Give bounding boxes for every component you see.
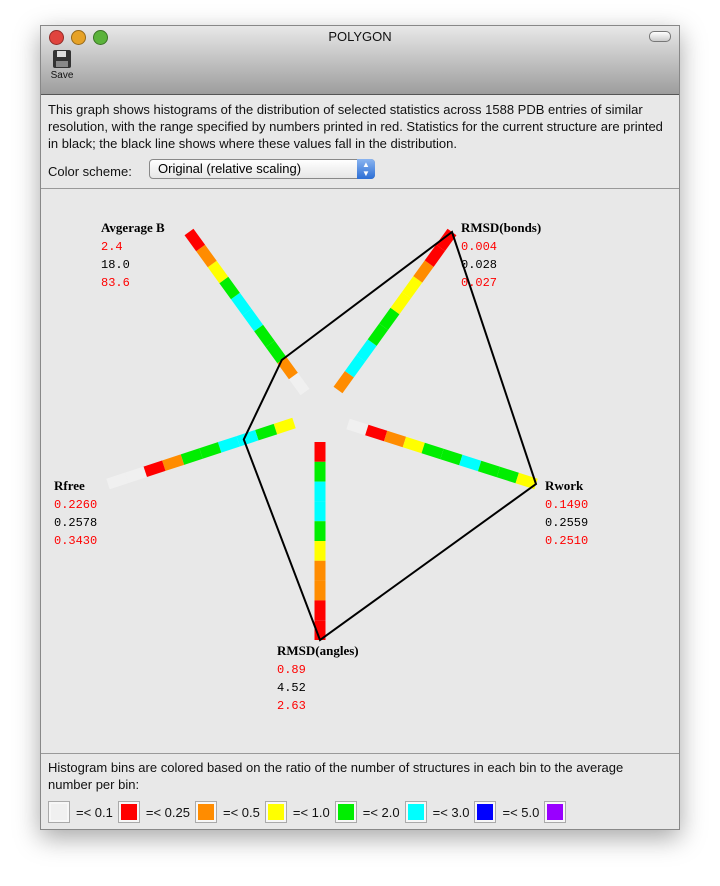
legend-label: =< 5.0 [502, 804, 540, 820]
floppy-disk-icon [53, 50, 71, 68]
axis-min-value: 2.4 [101, 240, 123, 254]
histogram-bin [379, 307, 400, 331]
save-button[interactable]: Save [49, 50, 75, 81]
histogram-bin [255, 423, 278, 441]
description-panel: This graph shows histograms of the distr… [41, 95, 679, 189]
axis-label: Rwork [545, 478, 584, 493]
color-scheme-select[interactable]: Original (relative scaling) ▲ ▼ [149, 159, 375, 179]
zoom-button[interactable] [93, 30, 108, 45]
histogram-bin [180, 448, 203, 465]
minimize-button[interactable] [71, 30, 86, 45]
axis-label: Avgerage B [101, 220, 165, 235]
legend-label: =< 1.0 [292, 804, 330, 820]
axis-current-value: 0.028 [461, 258, 497, 272]
histogram-bin [390, 291, 411, 315]
polygon-window: POLYGON Save This graph shows histograms… [40, 25, 680, 830]
histogram-bin [217, 436, 240, 453]
legend-swatch [474, 801, 497, 823]
histogram-bin [367, 323, 389, 346]
legend-swatch [334, 801, 357, 823]
polygon-chart-panel [41, 189, 679, 754]
window-title: POLYGON [328, 29, 392, 44]
histogram-bin [196, 244, 217, 268]
histogram-bin [162, 454, 185, 471]
histogram-bin [424, 244, 446, 267]
histogram-bin [413, 260, 434, 283]
histogram-bin [277, 356, 298, 380]
legend-label: =< 3.0 [432, 804, 470, 820]
legend-text: Histogram bins are colored based on the … [48, 760, 624, 792]
legend-label: =< 0.1 [76, 804, 113, 820]
histogram-bin [199, 442, 222, 459]
histogram-bin [288, 372, 310, 396]
axis-min-value: 0.1490 [545, 498, 588, 512]
histogram-bin [236, 429, 259, 447]
axis-max-value: 0.3430 [54, 534, 97, 548]
histogram-bin [440, 448, 463, 466]
histogram-bin [477, 460, 501, 478]
histogram-bin [496, 466, 519, 484]
axis-min-value: 0.2260 [54, 498, 97, 512]
legend-label: =< 2.0 [362, 804, 400, 820]
toolbar-toggle-button[interactable] [649, 31, 671, 42]
histogram-bin [459, 454, 482, 472]
histogram-bin [265, 340, 287, 364]
histogram-bin [124, 466, 147, 484]
histogram-bin [219, 276, 240, 300]
legend-label: =< 0.25 [145, 804, 190, 820]
histogram-bin [254, 324, 275, 348]
histogram-bin [421, 442, 444, 460]
axis-max-value: 2.63 [277, 699, 306, 713]
legend-swatch [544, 801, 567, 823]
histogram-bin [143, 460, 166, 478]
histogram-bin [365, 424, 388, 442]
description-text: This graph shows histograms of the distr… [48, 102, 663, 151]
legend-swatch [48, 801, 70, 823]
legend-swatch [117, 801, 140, 823]
axis-current-value: 0.2559 [545, 516, 588, 530]
axis-current-value: 4.52 [277, 681, 306, 695]
histogram-bin [383, 430, 407, 448]
histogram-bin [402, 436, 425, 454]
histogram-bin [273, 417, 296, 435]
histogram-bin [356, 339, 377, 362]
legend-swatch [194, 801, 217, 823]
axis-label: Rfree [54, 478, 85, 493]
save-label: Save [50, 70, 74, 81]
histogram-bin [242, 308, 264, 332]
axis-min-value: 0.89 [277, 663, 306, 677]
histogram-bin [401, 276, 423, 299]
legend-swatches: =< 0.1 =< 0.25 =< 0.5 =< 1.0 =< 2.0 =< 3.0 =< … [48, 801, 572, 823]
histogram-bin [344, 355, 366, 378]
axis-current-value: 0.2578 [54, 516, 97, 530]
legend-swatch [264, 801, 287, 823]
legend-label: =< 0.5 [222, 804, 260, 820]
color-scheme-label: Color scheme: [48, 164, 132, 179]
axis-label: RMSD(bonds) [461, 220, 541, 235]
axis-min-value: 0.004 [461, 240, 497, 254]
axis-current-value: 18.0 [101, 258, 130, 272]
histogram-bin [230, 292, 252, 316]
histogram-bin [207, 260, 229, 284]
axis-max-value: 0.2510 [545, 534, 588, 548]
current-structure-polygon [242, 230, 538, 642]
legend-swatch [404, 801, 427, 823]
histogram-bin [346, 418, 369, 436]
axis-label: RMSD(angles) [277, 643, 359, 658]
histogram-bin [333, 370, 354, 394]
updown-arrows-icon: ▲ ▼ [357, 159, 375, 179]
histogram-bin [515, 472, 538, 490]
color-scheme-value: Original (relative scaling) [158, 161, 302, 176]
title-bar: POLYGON Save [41, 26, 679, 95]
histogram-bin [106, 472, 129, 490]
axis-max-value: 83.6 [101, 276, 130, 290]
close-button[interactable] [49, 30, 64, 45]
histogram-bin [184, 228, 206, 252]
legend-panel: Histogram bins are colored based on the … [41, 753, 679, 831]
